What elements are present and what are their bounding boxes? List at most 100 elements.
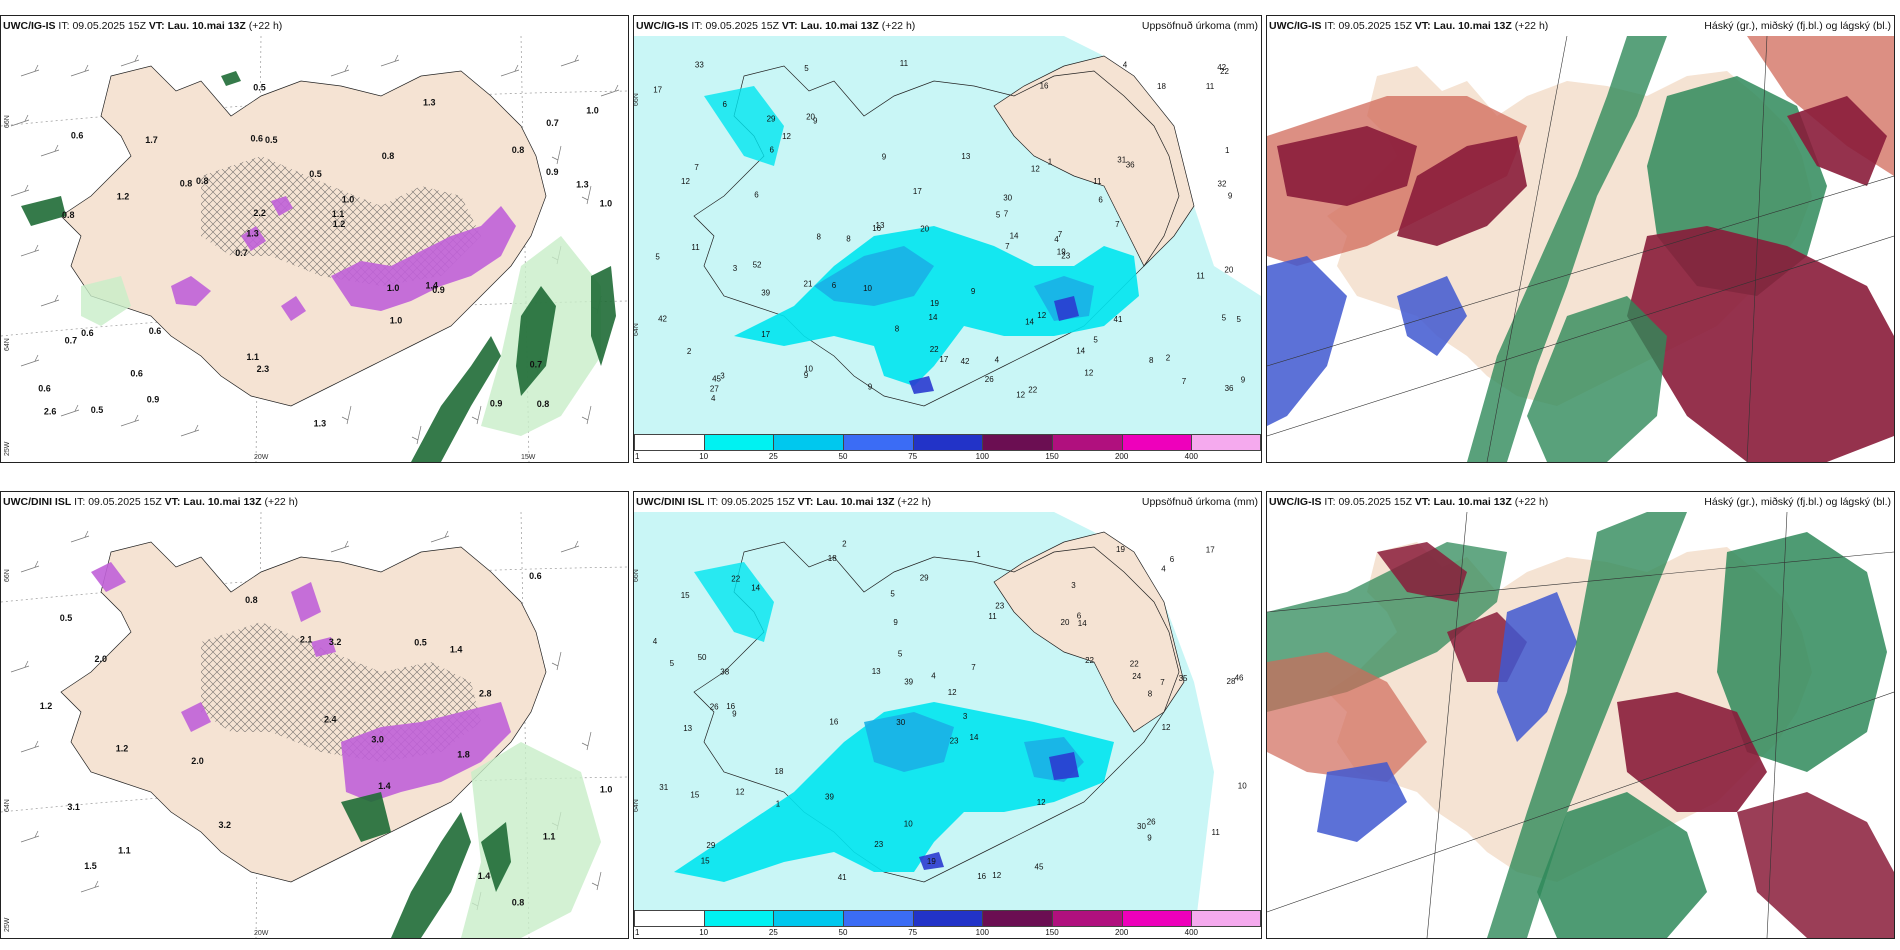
precip-value-label: 7 xyxy=(1058,230,1063,239)
precip-value-label: 21 xyxy=(804,280,813,289)
legend-swatch xyxy=(912,910,983,927)
panel-precip-type-dini: UWC/DINI ISL IT: 09.05.2025 15Z VT: Lau.… xyxy=(0,491,629,939)
lat-label-mid: 64N xyxy=(4,799,11,812)
precip-value-label: 7 xyxy=(1182,377,1187,386)
precip-value-label: 23 xyxy=(874,840,883,849)
precip-value-label: 38 xyxy=(720,668,729,677)
precip-value-label: 3.1 xyxy=(67,802,80,812)
precip-value-label: 26 xyxy=(710,702,719,711)
precip-value-label: 1.4 xyxy=(426,281,439,291)
precip-value-label: 6 xyxy=(1098,195,1103,204)
lead-time: (+22 h) xyxy=(897,496,932,508)
precip-value-label: 8 xyxy=(895,325,900,334)
vt-value: Lau. 10.mai 13Z xyxy=(800,20,879,32)
vt-value: Lau. 10.mai 13Z xyxy=(1433,496,1512,508)
precip-value-label: 0.6 xyxy=(130,368,143,378)
precip-value-label: 1.4 xyxy=(378,781,391,791)
legend-tick-label: 150 xyxy=(1045,452,1059,461)
precip-value-label: 0.5 xyxy=(91,405,104,415)
precip-value-label: 35 xyxy=(1179,674,1188,683)
precip-value-label: 11 xyxy=(691,243,700,252)
precip-value-label: 45 xyxy=(1035,862,1044,871)
precip-value-label: 32 xyxy=(1218,180,1227,189)
precip-value-label: 10 xyxy=(1238,781,1247,790)
lat-label-top: 66N xyxy=(4,115,11,128)
panel-title: Háský (gr.), miðský (fj.bl.) og lágský (… xyxy=(1704,20,1891,32)
precip-value-label: 17 xyxy=(653,85,662,94)
precip-value-label: 0.8 xyxy=(382,151,395,161)
precip-value-label: 5 xyxy=(1237,315,1242,324)
precip-value-label: 12 xyxy=(782,132,791,141)
precip-value-label: 16 xyxy=(829,718,838,727)
precip-value-label: 39 xyxy=(825,792,834,801)
precip-value-label: 20 xyxy=(1224,265,1233,274)
precip-value-label: 2.1 xyxy=(300,634,313,644)
panel-accum-precip-dini: UWC/DINI ISL IT: 09.05.2025 15Z VT: Lau.… xyxy=(633,491,1262,939)
precip-value-label: 6 xyxy=(723,100,728,109)
legend-swatch xyxy=(773,910,843,927)
lat-label-mid: 64N xyxy=(633,799,640,812)
map-svg-4: 0.8 1.2 1.4 0.5 1.1 2.0 1.1 2.0 1.4 2.1 0.5 1.4 3.2 0… xyxy=(1,512,628,938)
lon-label-right: 15W xyxy=(521,454,536,461)
precip-value-label: 14 xyxy=(1078,619,1087,628)
vt-value: Lau. 10.mai 13Z xyxy=(167,20,246,32)
lon-label-mid: 20W xyxy=(254,454,269,461)
precip-value-label: 7 xyxy=(1004,210,1009,219)
precip-value-label: 18 xyxy=(828,554,837,563)
precip-value-label: 6 xyxy=(832,281,837,290)
precip-value-label: 0.6 xyxy=(81,328,94,338)
precip-value-label: 4 xyxy=(1123,61,1128,70)
precip-value-label: 46 xyxy=(1235,674,1244,683)
lon-label-left: 25W xyxy=(4,441,11,456)
precip-value-label: 0.9 xyxy=(490,399,503,409)
lat-label-mid: 64N xyxy=(4,338,11,351)
precip-value-label: 0.5 xyxy=(60,613,73,623)
precip-value-label: 0.5 xyxy=(265,135,278,145)
precip-value-label: 29 xyxy=(920,574,929,583)
precip-value-label: 15 xyxy=(701,856,710,865)
legend-tick-label: 75 xyxy=(908,452,918,461)
precip-value-label: 1 xyxy=(776,799,781,808)
precip-value-label: 0.8 xyxy=(245,595,258,605)
precip-value-label: 17 xyxy=(761,330,770,339)
precip-value-label: 10 xyxy=(863,284,872,293)
precip-value-label: 52 xyxy=(753,261,762,270)
precip-value-label: 4 xyxy=(711,394,716,403)
precip-value-label: 2.0 xyxy=(95,654,108,664)
precip-value-label: 15 xyxy=(690,791,699,800)
precip-value-label: 2.8 xyxy=(479,689,492,699)
precip-value-label: 33 xyxy=(695,60,704,69)
vt-value: Lau. 10.mai 13Z xyxy=(1433,20,1512,32)
precip-value-label: 0.8 xyxy=(512,145,525,155)
it-value: 09.05.2025 15Z xyxy=(1338,496,1412,508)
precip-value-label: 1.1 xyxy=(118,845,131,855)
precip-value-label: 9 xyxy=(1228,191,1233,200)
precip-value-label: 12 xyxy=(948,688,957,697)
map-area: 0.8 0.8 0.7 0.7 0.8 0.5 0.6 0.5 0.6 0.8 0.6 0.6 0.5 1… xyxy=(1,36,628,462)
legend-swatch xyxy=(703,910,774,927)
panel-title: Uppsöfnuð úrkoma (mm) xyxy=(1141,20,1258,32)
precip-value-label: 20 xyxy=(1061,618,1070,627)
legend-tick-label: 400 xyxy=(1184,452,1199,461)
precip-value-label: 2.2 xyxy=(253,208,266,218)
panel-title: Háský (gr.), miðský (fj.bl.) og lágský (… xyxy=(1704,496,1891,508)
precip-value-label: 0.8 xyxy=(537,399,550,409)
vt-label: VT: xyxy=(148,20,165,32)
precip-value-label: 50 xyxy=(698,653,707,662)
vt-value: Lau. 10.mai 13Z xyxy=(816,496,895,508)
precip-value-label: 1.8 xyxy=(457,750,470,760)
panel-clouds-dini: UWC/IG-IS IT: 09.05.2025 15Z VT: Lau. 10… xyxy=(1266,491,1895,939)
precip-value-label: 19 xyxy=(930,299,939,308)
legend-tick-label: 150 xyxy=(1045,928,1059,937)
precip-value-label: 16 xyxy=(726,702,735,711)
it-value: 09.05.2025 15Z xyxy=(1338,20,1412,32)
precip-value-label: 0.7 xyxy=(530,360,543,370)
precip-value-label: 0.5 xyxy=(253,83,266,93)
model-name: UWC/DINI ISL xyxy=(3,496,72,508)
legend-swatch xyxy=(1052,434,1122,451)
precip-value-label: 22 xyxy=(930,345,939,354)
precip-value-label: 14 xyxy=(929,313,938,322)
precip-value-label: 6 xyxy=(770,145,775,154)
precip-value-label: 1.2 xyxy=(40,701,53,711)
